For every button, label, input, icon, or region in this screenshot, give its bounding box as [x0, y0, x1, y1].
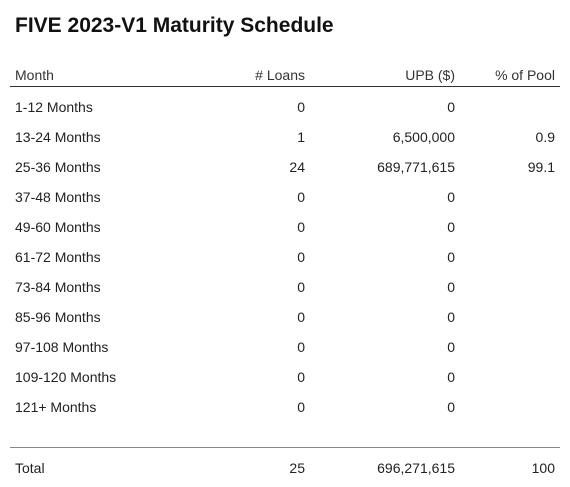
table-row: 85-96 Months 0 0 [10, 302, 560, 332]
cell-upb: 0 [447, 219, 455, 235]
cell-month: 109-120 Months [15, 369, 117, 385]
table-row: 49-60 Months 0 0 [10, 212, 560, 242]
cell-month: 37-48 Months [15, 189, 101, 205]
cell-loans: 0 [297, 339, 305, 355]
cell-loans: 0 [297, 219, 305, 235]
cell-loans: 0 [297, 279, 305, 295]
table-row: 121+ Months 0 0 [10, 392, 560, 422]
total-upb: 696,271,615 [377, 460, 455, 476]
cell-upb: 0 [447, 99, 455, 115]
cell-upb: 6,500,000 [392, 129, 455, 145]
table-row: 97-108 Months 0 0 [10, 332, 560, 362]
cell-month: 49-60 Months [15, 219, 101, 235]
cell-loans: 1 [297, 129, 305, 145]
cell-loans: 0 [297, 189, 305, 205]
table-row: 109-120 Months 0 0 [10, 362, 560, 392]
table-row: 37-48 Months 0 0 [10, 182, 560, 212]
cell-month: 13-24 Months [15, 129, 101, 145]
total-row: Total 25 696,271,615 100 [10, 453, 560, 483]
table-header: Month # Loans UPB ($) % of Pool [10, 64, 560, 87]
total-pct: 100 [531, 460, 555, 476]
table-row: 25-36 Months 24 689,771,615 99.1 [10, 152, 560, 182]
table-row: 1-12 Months 0 0 [10, 92, 560, 122]
total-divider [10, 447, 560, 448]
maturity-schedule-table: Month # Loans UPB ($) % of Pool 1-12 Mon… [10, 64, 560, 483]
table-body: 1-12 Months 0 0 13-24 Months 1 6,500,000 0.9 25… [10, 87, 560, 422]
cell-loans: 0 [297, 369, 305, 385]
total-label: Total [15, 460, 45, 476]
cell-month: 73-84 Months [15, 279, 101, 295]
cell-month: 97-108 Months [15, 339, 109, 355]
cell-loans: 0 [297, 309, 305, 325]
column-header-upb: UPB ($) [405, 67, 455, 83]
table-row: 73-84 Months 0 0 [10, 272, 560, 302]
column-header-pct: % of Pool [495, 67, 555, 83]
cell-upb: 0 [447, 189, 455, 205]
cell-upb: 0 [447, 369, 455, 385]
table-spacer [10, 422, 560, 447]
cell-month: 1-12 Months [15, 99, 93, 115]
cell-upb: 0 [447, 399, 455, 415]
cell-upb: 0 [447, 279, 455, 295]
column-header-loans: # Loans [255, 67, 305, 83]
cell-pct: 99.1 [527, 159, 555, 175]
cell-month: 25-36 Months [15, 159, 101, 175]
cell-upb: 0 [447, 249, 455, 265]
cell-upb: 0 [447, 339, 455, 355]
cell-pct: 0.9 [535, 129, 555, 145]
cell-month: 61-72 Months [15, 249, 101, 265]
page-title: FIVE 2023-V1 Maturity Schedule [15, 14, 334, 37]
total-loans: 25 [289, 460, 305, 476]
table-row: 13-24 Months 1 6,500,000 0.9 [10, 122, 560, 152]
cell-month: 85-96 Months [15, 309, 101, 325]
table-row: 61-72 Months 0 0 [10, 242, 560, 272]
cell-month: 121+ Months [15, 399, 97, 415]
column-header-month: Month [15, 67, 54, 83]
cell-loans: 24 [289, 159, 305, 175]
cell-upb: 689,771,615 [377, 159, 455, 175]
cell-loans: 0 [297, 99, 305, 115]
cell-loans: 0 [297, 249, 305, 265]
cell-upb: 0 [447, 309, 455, 325]
cell-loans: 0 [297, 399, 305, 415]
